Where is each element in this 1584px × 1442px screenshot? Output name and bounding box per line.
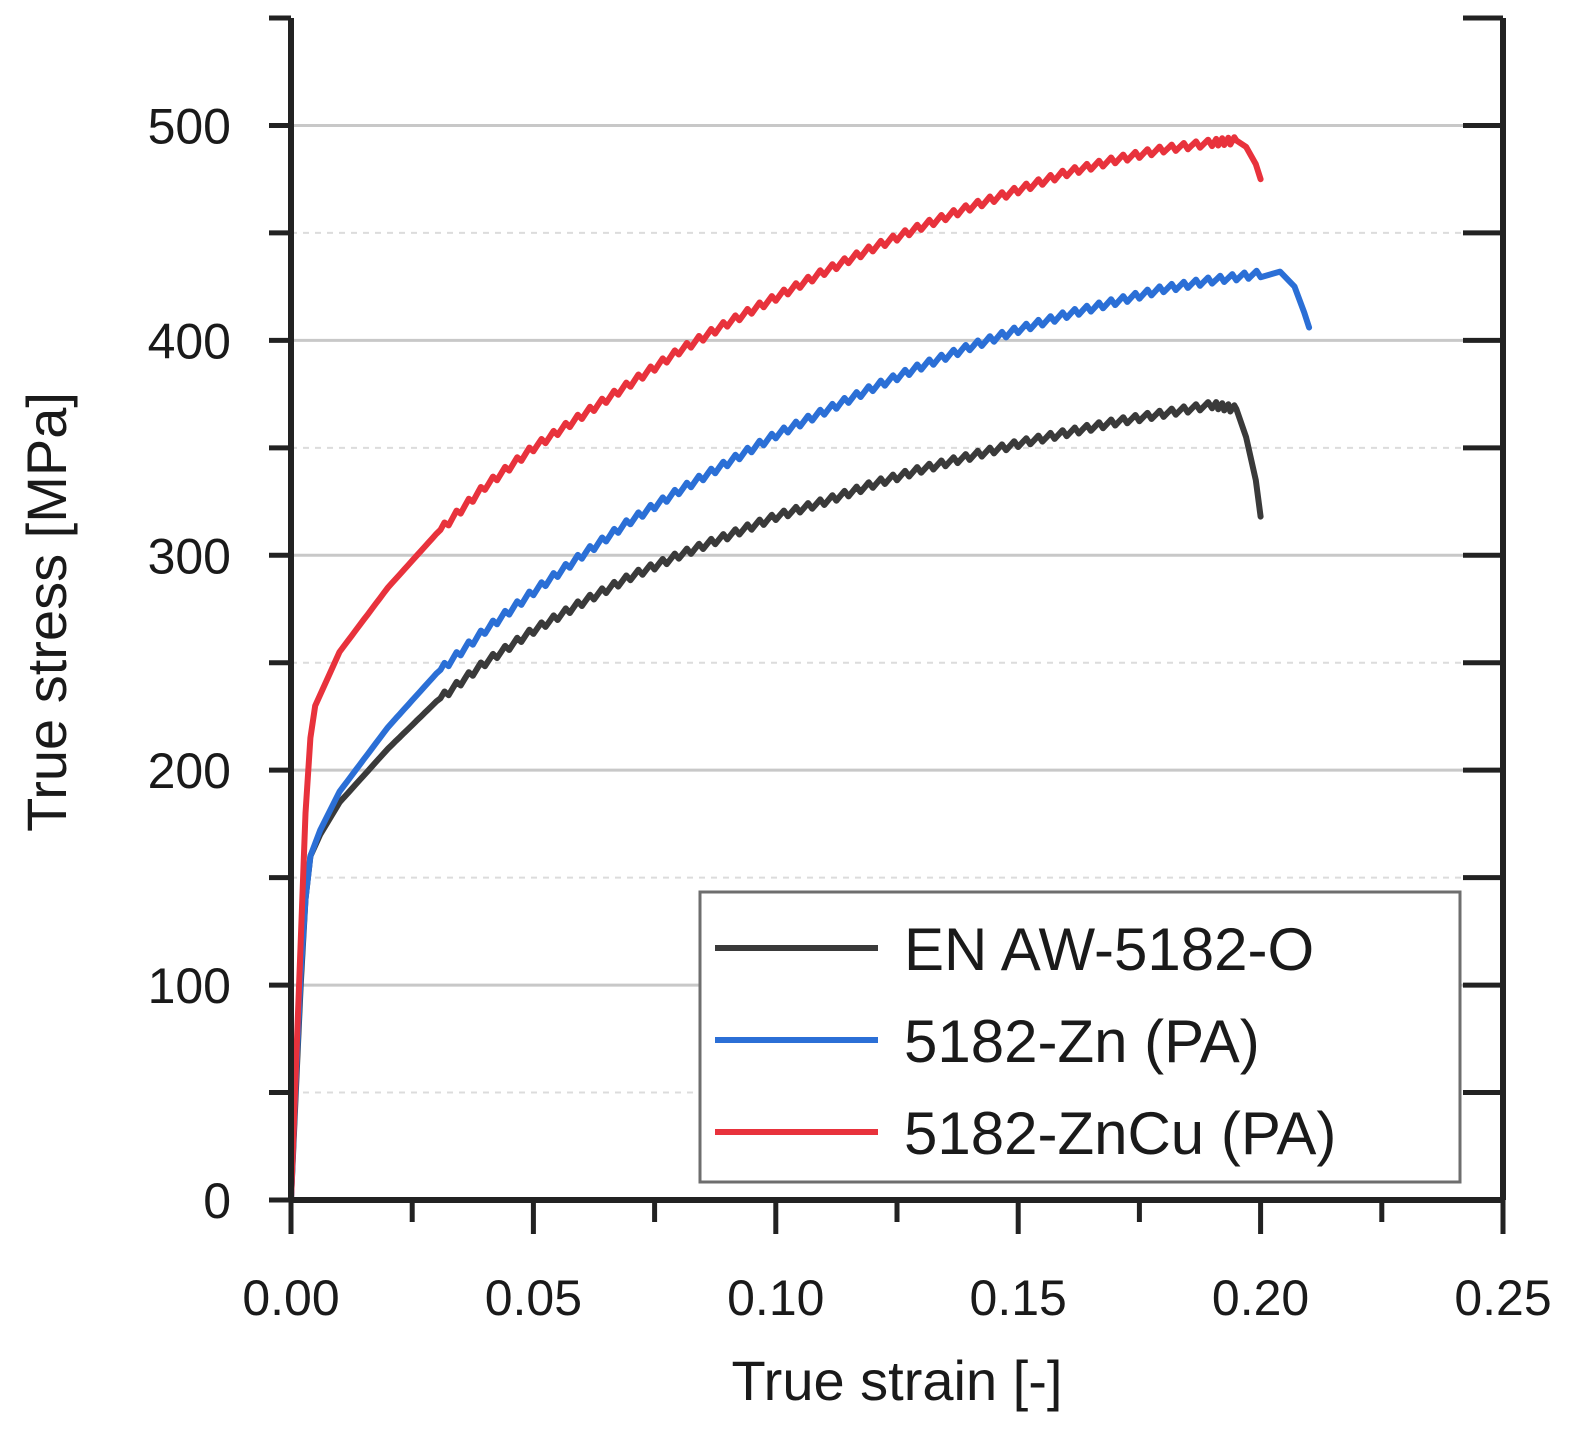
legend: EN AW-5182-O 5182-Zn (PA) 5182-ZnCu (PA) xyxy=(698,890,1462,1184)
ticks: 0 100 200 300 400 500 0.00 0.05 0.10 0.15 0.20 0.25 xyxy=(148,15,1552,1326)
legend-label-en-aw-5182-o: EN AW-5182-O xyxy=(904,916,1314,983)
series-line-en-aw-5182-o xyxy=(288,399,1264,1203)
y-tick-label: 0 xyxy=(203,1173,231,1229)
y-tick-label: 400 xyxy=(148,313,231,369)
y-axis-title: True stress [MPa] xyxy=(15,392,78,832)
series-line-5182-zn-pa xyxy=(288,267,1313,1203)
series-line-5182-zncu-pa xyxy=(288,134,1264,1203)
x-tick-label: 0.00 xyxy=(242,1270,339,1326)
x-tick-label: 0.25 xyxy=(1454,1270,1551,1326)
x-tick-label: 0.10 xyxy=(727,1270,824,1326)
y-tick-label: 300 xyxy=(148,528,231,584)
series-layer xyxy=(288,134,1313,1203)
y-tick-label: 200 xyxy=(148,743,231,799)
y-tick-label: 500 xyxy=(148,98,231,154)
x-axis-title: True strain [-] xyxy=(732,1349,1063,1412)
legend-label-5182-zn-pa: 5182-Zn (PA) xyxy=(904,1008,1260,1075)
legend-label-5182-zncu-pa: 5182-ZnCu (PA) xyxy=(904,1100,1336,1167)
x-tick-label: 0.05 xyxy=(485,1270,582,1326)
x-tick-label: 0.20 xyxy=(1212,1270,1309,1326)
y-tick-label: 100 xyxy=(148,958,231,1014)
x-tick-label: 0.15 xyxy=(970,1270,1067,1326)
